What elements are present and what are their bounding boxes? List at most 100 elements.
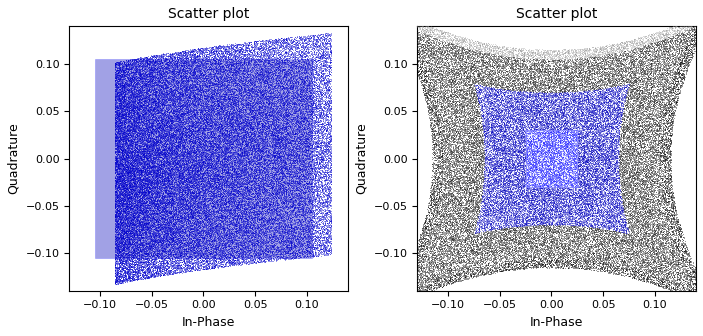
Point (536, 124, 548, 130)
Point (261, 254, 272, 259)
Point (278, 189, 290, 195)
Point (238, 134, 249, 140)
Point (110, 170, 122, 175)
Point (117, 213, 129, 219)
Point (625, 130, 636, 135)
Point (503, 78, 515, 83)
Point (127, 103, 138, 109)
Point (240, 57, 251, 62)
Point (512, 181, 524, 186)
Point (494, 123, 505, 129)
Point (289, 194, 300, 199)
Point (498, 121, 510, 126)
Point (500, 145, 511, 150)
Point (621, 251, 633, 256)
Point (174, 157, 185, 163)
Point (658, 216, 669, 221)
Point (574, 180, 585, 185)
Point (617, 199, 628, 204)
Point (644, 45, 655, 50)
Point (130, 221, 141, 227)
Point (582, 79, 593, 84)
Point (145, 254, 156, 259)
Point (458, 188, 470, 194)
Point (428, 195, 439, 200)
Point (659, 127, 670, 132)
Point (402, 286, 413, 291)
Point (430, 245, 441, 250)
Point (192, 115, 203, 120)
Point (136, 178, 148, 183)
Point (138, 78, 149, 84)
Point (141, 259, 153, 265)
Point (237, 117, 248, 122)
Point (188, 162, 200, 167)
Point (544, 246, 555, 251)
Point (633, 125, 645, 131)
Point (598, 178, 610, 183)
Point (115, 271, 127, 277)
Point (138, 216, 150, 222)
Point (232, 192, 243, 198)
Point (513, 55, 524, 60)
Point (636, 254, 647, 259)
Point (465, 234, 477, 240)
Point (253, 73, 264, 78)
Point (444, 274, 456, 279)
Point (488, 205, 499, 211)
Point (460, 215, 472, 220)
Point (458, 74, 470, 79)
Point (187, 264, 198, 269)
Point (690, 298, 702, 303)
Point (186, 162, 198, 167)
Point (306, 142, 317, 148)
Point (257, 104, 268, 110)
Point (263, 250, 274, 255)
Point (636, 194, 647, 200)
Point (534, 178, 546, 183)
Point (148, 176, 159, 181)
Point (256, 231, 267, 236)
Point (245, 52, 256, 57)
Point (262, 157, 273, 162)
Point (480, 104, 491, 109)
Point (644, 104, 655, 110)
Point (181, 263, 192, 268)
Point (496, 124, 508, 129)
Point (517, 187, 529, 192)
Point (221, 162, 232, 167)
Point (441, 217, 452, 223)
Point (484, 125, 495, 130)
Point (574, 85, 585, 90)
Point (441, 243, 453, 248)
Point (190, 121, 201, 126)
Point (534, 66, 545, 71)
Point (653, 208, 664, 213)
Point (520, 51, 531, 56)
Point (651, 53, 662, 58)
Point (298, 185, 309, 190)
Point (501, 178, 512, 183)
Point (165, 195, 176, 200)
Point (591, 200, 602, 205)
Point (188, 221, 199, 227)
Point (447, 112, 458, 117)
Point (431, 256, 442, 261)
Point (542, 184, 553, 190)
Point (521, 167, 532, 172)
Point (124, 99, 135, 104)
Point (613, 240, 624, 245)
Point (189, 194, 200, 199)
Point (580, 243, 591, 248)
Point (233, 42, 244, 47)
Point (290, 90, 302, 95)
Point (451, 132, 462, 138)
Point (538, 212, 549, 218)
Point (238, 181, 249, 186)
Point (449, 207, 460, 213)
Point (283, 152, 295, 157)
Point (512, 265, 523, 270)
Point (125, 85, 136, 90)
Point (264, 69, 276, 74)
Point (452, 248, 463, 253)
